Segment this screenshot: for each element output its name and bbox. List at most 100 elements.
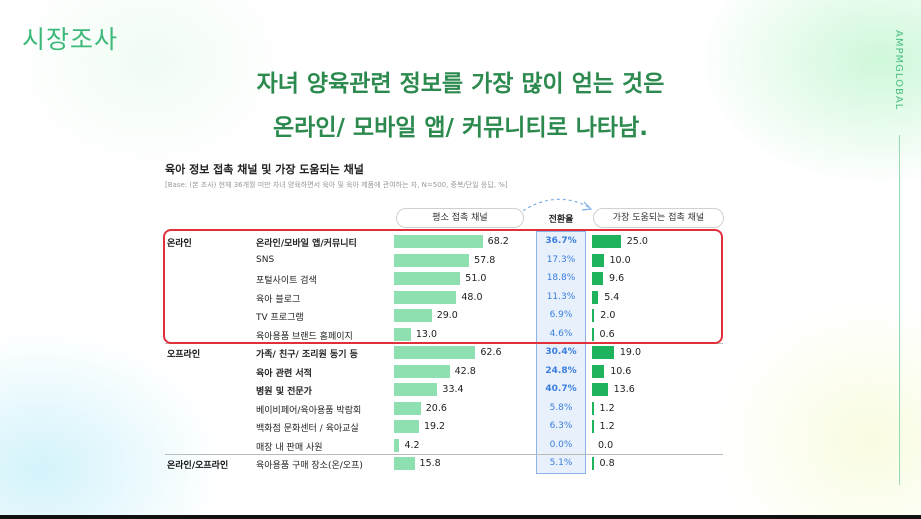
conversion-rate-value: 6.3% bbox=[549, 421, 573, 431]
most-helpful-channel-value: 1.2 bbox=[599, 402, 615, 414]
contact-channel-bar bbox=[394, 253, 470, 267]
most-helpful-channel-bar bbox=[592, 272, 604, 285]
headline-line-1: 자녀 양육관련 정보를 가장 많이 얻는 것은 bbox=[256, 71, 665, 97]
most-helpful-channel-bar bbox=[592, 420, 594, 433]
conversion-rate-value: 5.8% bbox=[549, 402, 573, 413]
row-item-label: 매장 내 판매 사원 bbox=[256, 442, 323, 453]
conversion-rate-value: 18.8% bbox=[546, 273, 576, 283]
chart-row: SNS 57.8 17.3% 10.0 bbox=[165, 252, 725, 270]
contact-channel-value: 20.6 bbox=[425, 402, 447, 414]
most-helpful-channel-value: 10.6 bbox=[610, 365, 632, 377]
most-helpful-channel-bar bbox=[592, 346, 614, 359]
most-helpful-channel-value: 0.0 bbox=[598, 439, 614, 451]
row-item-label: 육아 블로그 bbox=[256, 294, 301, 305]
most-helpful-channel-bar bbox=[592, 235, 621, 248]
chart-row: 백화점 문화센터 / 육아교실 19.2 6.3% 1.2 bbox=[165, 418, 725, 436]
bottom-bar bbox=[0, 515, 921, 519]
row-item-label: 육아 관련 서적 bbox=[256, 368, 312, 379]
most-helpful-channel-bar bbox=[592, 327, 594, 341]
chart-row: 육아 관련 서적 42.8 24.8% 10.6 bbox=[165, 363, 725, 381]
contact-channel-value: 13.0 bbox=[415, 328, 438, 340]
contact-channel-value: 68.2 bbox=[487, 236, 509, 247]
most-helpful-channel-value: 19.0 bbox=[619, 347, 641, 358]
most-helpful-channel-bar bbox=[592, 364, 605, 378]
most-helpful-channel-value: 25.0 bbox=[626, 236, 648, 247]
row-item-label: 병원 및 전문가 bbox=[256, 387, 312, 397]
contact-channel-bar bbox=[394, 327, 411, 341]
contact-channel-value: 57.8 bbox=[474, 254, 496, 266]
contact-channel-value: 29.0 bbox=[436, 310, 458, 321]
row-item-label: SNS bbox=[256, 254, 275, 265]
conversion-rate-value: 0.0% bbox=[549, 439, 573, 450]
chart-base-note: [Base: (본 조사) 현재 36개월 미만 자녀 양육하면서 육아 및 육… bbox=[165, 181, 508, 189]
row-group-label: 온라인 bbox=[167, 239, 192, 249]
conversion-rate-value: 36.7% bbox=[545, 236, 577, 246]
contact-channel-bar bbox=[394, 383, 438, 396]
chart-row: 베이비페어/육아용품 박람회 20.6 5.8% 1.2 bbox=[165, 400, 725, 418]
row-item-label: 베이비페어/육아용품 박람회 bbox=[256, 405, 362, 416]
contact-channel-bar bbox=[394, 401, 421, 415]
most-helpful-channel-bar bbox=[592, 457, 594, 470]
chart-title: 육아 정보 접촉 채널 및 가장 도움되는 채널 bbox=[165, 163, 364, 176]
conversion-rate-value: 5.1% bbox=[549, 458, 573, 468]
row-item-label: TV 프로그램 bbox=[256, 313, 304, 323]
contact-channel-bar bbox=[394, 420, 419, 433]
chart-row: 병원 및 전문가 33.4 40.7% 13.6 bbox=[165, 381, 725, 399]
left-column-header: 평소 접촉 채널 bbox=[396, 208, 524, 228]
chart-row: 육아용품 브랜드 홈페이지 13.0 4.6% 0.6 bbox=[165, 326, 725, 344]
most-helpful-channel-bar bbox=[592, 401, 594, 415]
contact-channel-value: 33.4 bbox=[442, 384, 464, 395]
group-divider bbox=[165, 454, 723, 455]
section-label: 시장조사 bbox=[22, 25, 119, 54]
most-helpful-channel-bar bbox=[592, 309, 595, 322]
most-helpful-channel-bar bbox=[592, 290, 599, 304]
most-helpful-channel-value: 0.8 bbox=[599, 458, 615, 469]
contact-channel-bar bbox=[394, 457, 415, 470]
most-helpful-channel-value: 5.4 bbox=[604, 291, 620, 303]
most-helpful-channel-value: 9.6 bbox=[609, 273, 625, 284]
conversion-rate-value: 24.8% bbox=[545, 365, 577, 376]
contact-channel-bar bbox=[394, 290, 457, 304]
contact-channel-value: 42.8 bbox=[454, 365, 476, 377]
most-helpful-channel-value: 10.0 bbox=[609, 254, 631, 266]
contact-channel-value: 19.2 bbox=[423, 421, 446, 432]
conversion-column-box bbox=[536, 231, 586, 474]
chart-row: 육아 블로그 48.0 11.3% 5.4 bbox=[165, 289, 725, 307]
most-helpful-channel-value: 0.6 bbox=[599, 328, 615, 340]
chart-row: 오프라인 가족/ 친구/ 조리원 동기 등 62.6 30.4% 19.0 bbox=[165, 344, 725, 362]
conversion-rate-value: 4.6% bbox=[549, 328, 573, 339]
contact-channel-bar bbox=[394, 272, 461, 285]
chart-row: 매장 내 판매 사원 4.2 0.0% 0.0 bbox=[165, 437, 725, 455]
contact-channel-value: 4.2 bbox=[404, 439, 420, 451]
row-item-label: 가족/ 친구/ 조리원 동기 등 bbox=[256, 350, 358, 360]
contact-channel-value: 62.6 bbox=[480, 347, 502, 358]
contact-channel-bar bbox=[394, 364, 450, 378]
conversion-rate-value: 11.3% bbox=[546, 291, 576, 302]
chart-row: 온라인/오프라인 육아용품 구매 장소(온/오프) 15.8 5.1% 0.8 bbox=[165, 455, 725, 473]
row-group-label: 오프라인 bbox=[167, 350, 201, 360]
row-item-label: 육아용품 구매 장소(온/오프) bbox=[256, 461, 363, 471]
brand-vertical-text: AMPMGLOBAL bbox=[893, 30, 904, 111]
conversion-rate-value: 6.9% bbox=[549, 310, 573, 320]
row-item-label: 온라인/모바일 앱/커뮤니티 bbox=[256, 239, 357, 249]
row-item-label: 백화점 문화센터 / 육아교실 bbox=[256, 424, 359, 434]
contact-channel-bar bbox=[394, 346, 476, 359]
contact-channel-value: 15.8 bbox=[419, 458, 441, 469]
chart-row: 온라인 온라인/모바일 앱/커뮤니티 68.2 36.7% 25.0 bbox=[165, 233, 725, 251]
most-helpful-channel-value: 13.6 bbox=[613, 384, 635, 395]
contact-channel-value: 48.0 bbox=[461, 291, 483, 303]
chart-row: 포털사이트 검색 51.0 18.8% 9.6 bbox=[165, 270, 725, 288]
conversion-rate-value: 17.3% bbox=[546, 254, 576, 265]
chart-row: TV 프로그램 29.0 6.9% 2.0 bbox=[165, 307, 725, 325]
online-highlight-box bbox=[163, 229, 723, 344]
row-item-label: 육아용품 브랜드 홈페이지 bbox=[256, 331, 353, 342]
conversion-arrow-icon bbox=[517, 198, 593, 215]
most-helpful-channel-value: 1.2 bbox=[599, 421, 615, 432]
most-helpful-channel-value: 2.0 bbox=[600, 310, 616, 321]
conversion-rate-value: 40.7% bbox=[545, 384, 577, 394]
row-group-label: 온라인/오프라인 bbox=[167, 461, 229, 471]
most-helpful-channel-bar bbox=[592, 253, 604, 267]
right-column-header: 가장 도움되는 접촉 채널 bbox=[593, 208, 724, 228]
contact-channel-bar bbox=[394, 235, 483, 248]
row-item-label: 포털사이트 검색 bbox=[256, 276, 317, 286]
